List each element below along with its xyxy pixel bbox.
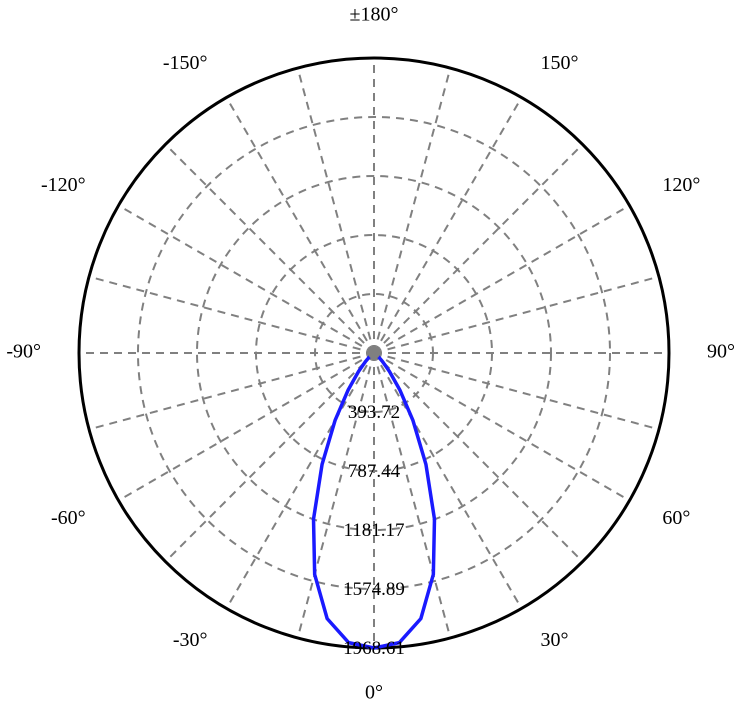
center-dot-circle xyxy=(368,347,380,359)
angle-label: 90° xyxy=(707,341,735,363)
grid-spoke xyxy=(298,68,374,353)
grid-spoke xyxy=(374,353,629,501)
grid-spoke xyxy=(119,206,374,354)
grid-spoke xyxy=(374,277,659,353)
angle-label: -90° xyxy=(6,341,41,363)
radial-label: 787.44 xyxy=(348,461,401,482)
grid-spoke xyxy=(119,353,374,501)
angle-label: 0° xyxy=(365,682,383,704)
angle-label: -30° xyxy=(173,629,208,651)
grid-spoke xyxy=(165,144,374,353)
radial-label: 1968.61 xyxy=(343,638,405,659)
center-dot xyxy=(368,347,380,359)
radial-label: 1181.17 xyxy=(343,520,404,541)
angle-label: -120° xyxy=(41,174,86,196)
angle-label: 120° xyxy=(662,174,700,196)
grid-spoke xyxy=(227,98,375,353)
grid-spoke xyxy=(374,353,659,429)
polar-chart: 0° 30° 60° 90° 120° 150° ±180° -150° -120° -90° -6… xyxy=(0,0,747,706)
angle-label: -60° xyxy=(51,507,86,529)
grid-spoke xyxy=(374,98,522,353)
angle-label: ±180° xyxy=(350,4,399,26)
grid-spoke xyxy=(374,144,583,353)
angle-label: -150° xyxy=(163,52,208,74)
angle-label: 60° xyxy=(662,507,690,529)
grid-spoke xyxy=(89,277,374,353)
angle-label: 150° xyxy=(541,52,579,74)
radial-label: 1574.89 xyxy=(343,579,405,600)
angle-label: 30° xyxy=(541,629,569,651)
grid-spoke xyxy=(89,353,374,429)
grid-spoke xyxy=(374,68,450,353)
grid-spoke xyxy=(374,206,629,354)
radial-label: 393.72 xyxy=(348,402,400,423)
grid-spoke xyxy=(374,353,583,562)
